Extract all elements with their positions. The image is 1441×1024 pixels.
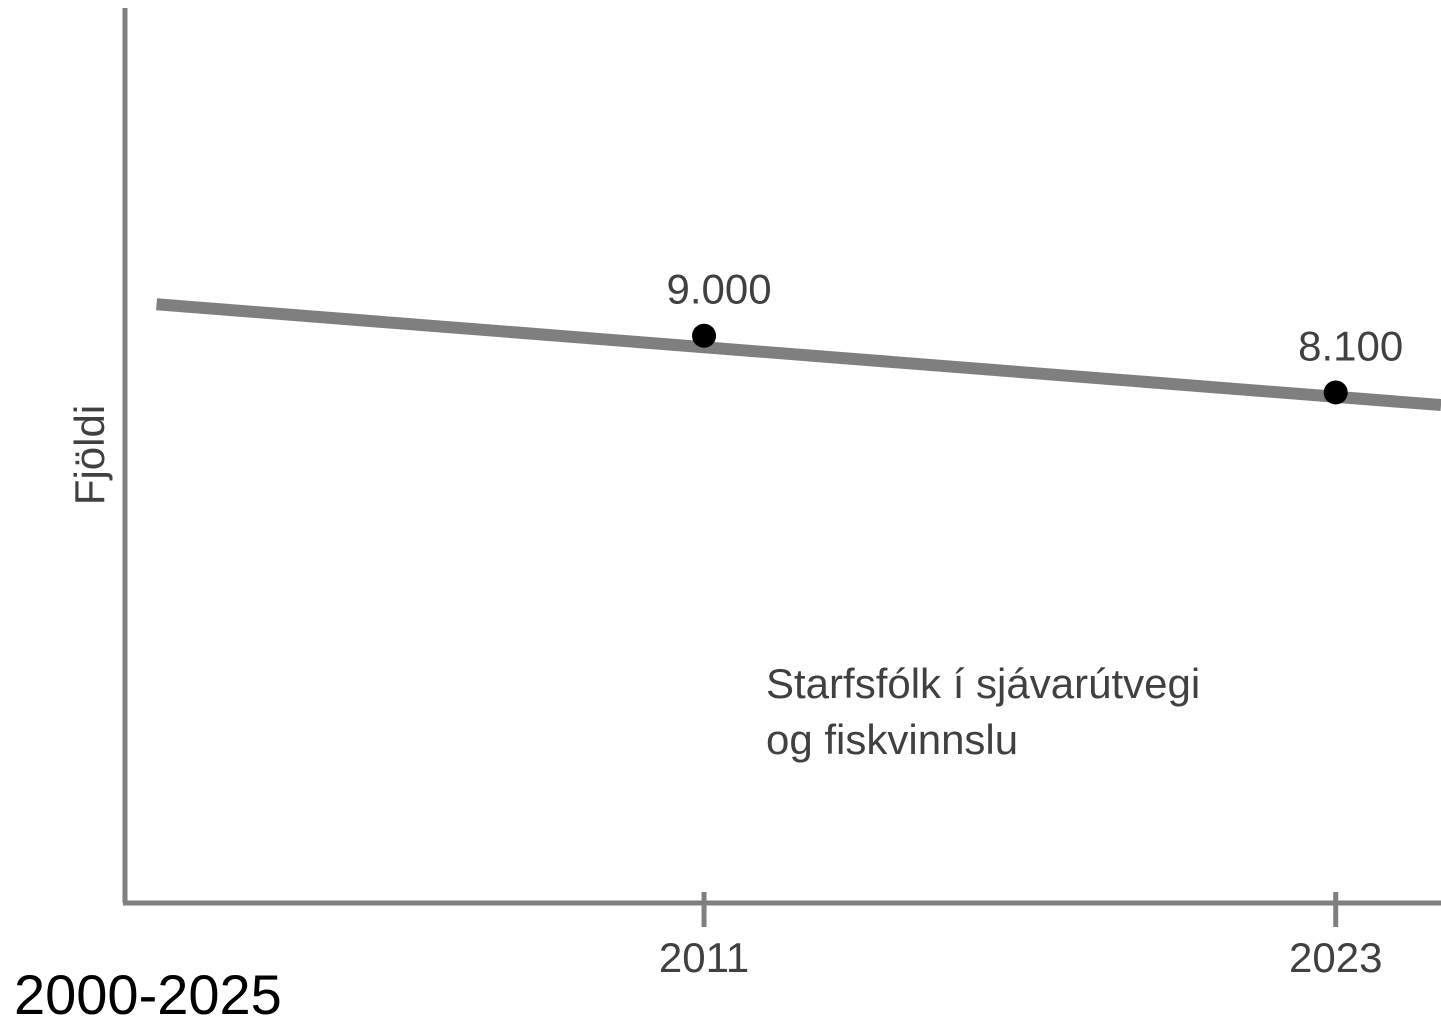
series [156, 298, 1441, 412]
series-annotation-line: og fiskvinnslu [766, 716, 1018, 763]
data-label-2011: 9.000 [666, 266, 771, 313]
x-tick-label-2023: 2023 [1289, 934, 1382, 981]
data-point-2011 [692, 323, 717, 348]
series-annotation-line: Starfsfólk í sjávarútvegi [766, 660, 1200, 707]
series-annotation: Starfsfólk í sjávarútvegi og fiskvinnslu [766, 660, 1200, 763]
series-line [156, 298, 1441, 412]
data-label-2023: 8.100 [1298, 322, 1403, 369]
y-axis-label: Fjöldi [66, 405, 113, 505]
x-tick-label-2011: 2011 [659, 934, 749, 981]
x-range-label: 2000-2025 [14, 963, 282, 1024]
chart-labels: 9.000 8.100 Starfsfólk í sjávarútvegi og fi… [666, 266, 1403, 763]
data-point-2023 [1323, 380, 1348, 405]
x-axis-ticks: 2011 2023 [659, 892, 1382, 981]
